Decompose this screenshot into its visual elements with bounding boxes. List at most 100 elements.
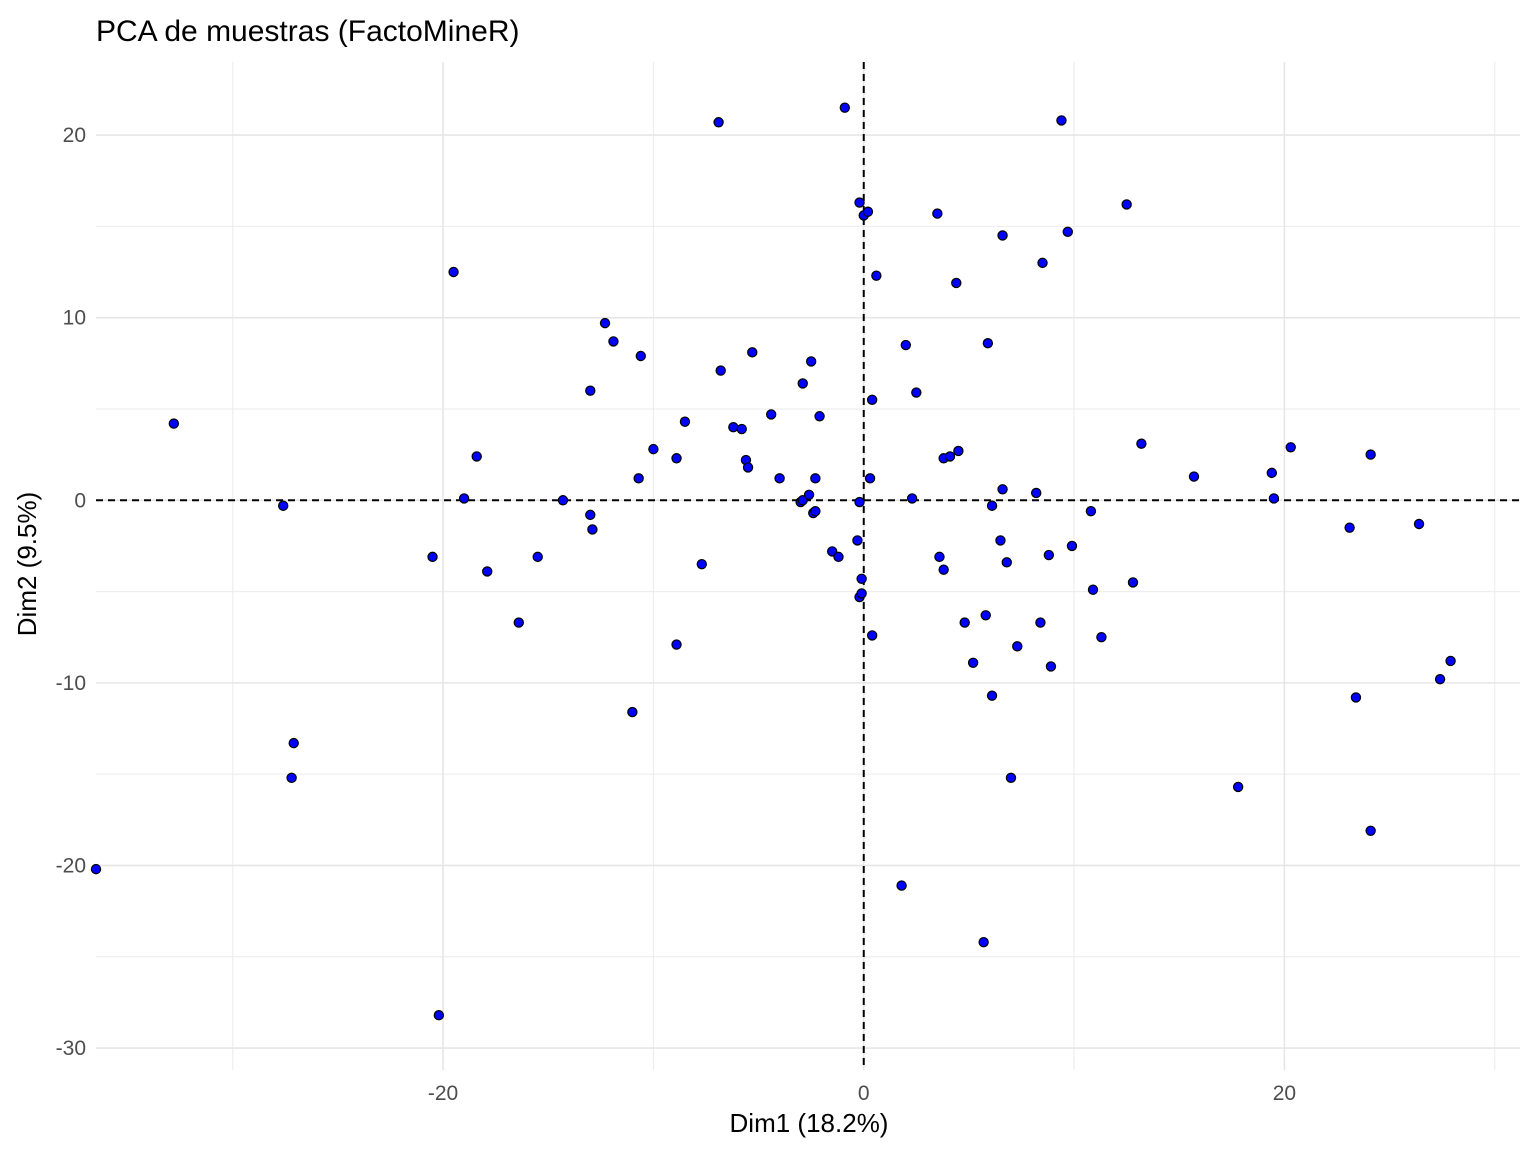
data-point xyxy=(856,588,867,599)
data-point xyxy=(458,493,470,504)
data-point xyxy=(1127,577,1139,588)
data-point xyxy=(797,378,808,389)
data-point xyxy=(986,500,998,511)
data-point xyxy=(934,551,945,563)
y-tick-label: 20 xyxy=(63,124,86,147)
minor-grid xyxy=(96,62,1520,1070)
data-point xyxy=(1413,518,1425,530)
x-tick-label: 20 xyxy=(1273,1082,1296,1105)
data-point xyxy=(1434,674,1446,685)
data-point xyxy=(1188,471,1200,482)
data-point xyxy=(852,535,863,546)
data-point xyxy=(854,197,865,208)
y-tick-label: -10 xyxy=(56,672,86,695)
data-point xyxy=(986,690,998,701)
major-grid xyxy=(96,62,1520,1070)
data-point xyxy=(627,706,638,718)
y-tick-label: 10 xyxy=(63,307,86,330)
data-point xyxy=(633,473,644,484)
data-point xyxy=(1085,506,1097,517)
data-point xyxy=(448,266,459,278)
data-point xyxy=(871,270,882,281)
data-point xyxy=(278,500,289,511)
data-point xyxy=(90,863,102,875)
data-point xyxy=(982,338,994,349)
data-point xyxy=(1445,655,1456,667)
data-point xyxy=(168,418,180,429)
data-point xyxy=(1087,584,1099,595)
x-tick-label: 0 xyxy=(858,1082,870,1105)
y-tick-label: -20 xyxy=(56,854,86,877)
chart-title: PCA de muestras (FactoMineR) xyxy=(96,15,519,48)
data-point xyxy=(856,573,867,584)
data-point xyxy=(1232,781,1244,793)
data-point xyxy=(774,473,785,484)
data-point xyxy=(944,451,956,462)
data-point xyxy=(951,277,962,289)
data-point xyxy=(1001,557,1012,568)
reference-lines xyxy=(96,62,1520,1070)
data-point xyxy=(557,495,569,506)
data-point xyxy=(1031,487,1042,499)
data-point xyxy=(1037,257,1048,269)
data-point xyxy=(532,551,543,563)
data-point xyxy=(1285,442,1296,453)
data-point xyxy=(959,617,970,628)
data-point xyxy=(1043,549,1055,561)
data-point xyxy=(995,535,1006,546)
data-point xyxy=(906,493,918,504)
y-axis-label: Dim2 (9.5%) xyxy=(12,492,42,636)
scatter-points xyxy=(90,102,1456,1021)
data-point xyxy=(938,564,949,575)
data-point xyxy=(803,489,815,500)
data-point xyxy=(1012,641,1023,652)
data-point xyxy=(585,385,596,396)
data-point xyxy=(696,558,707,570)
data-point xyxy=(810,506,821,517)
data-point xyxy=(997,230,1008,241)
data-point xyxy=(866,394,878,406)
data-point xyxy=(671,453,682,464)
data-point xyxy=(1136,438,1147,449)
data-point xyxy=(1005,772,1017,784)
data-point xyxy=(980,610,991,621)
data-point xyxy=(866,630,878,641)
x-axis-label: Dim1 (18.2%) xyxy=(730,1108,889,1138)
data-point xyxy=(978,936,989,948)
data-point xyxy=(932,208,943,219)
data-point xyxy=(900,339,912,351)
data-point xyxy=(728,422,739,433)
data-point xyxy=(1365,825,1376,836)
data-point xyxy=(648,443,659,455)
data-point xyxy=(1350,692,1362,703)
data-point xyxy=(1268,493,1280,504)
data-point xyxy=(805,356,817,367)
data-point xyxy=(833,551,844,563)
data-point xyxy=(1365,449,1376,460)
data-point xyxy=(896,880,907,891)
y-axis-ticks: -30 -20 -10 0 10 20 xyxy=(56,124,86,1060)
data-point xyxy=(747,347,758,358)
y-tick-label: 0 xyxy=(74,489,86,512)
x-axis-ticks: -20 0 20 xyxy=(428,1082,1296,1105)
data-point xyxy=(1056,115,1067,126)
data-point xyxy=(765,409,777,420)
data-point xyxy=(814,411,825,422)
data-point xyxy=(1344,522,1355,533)
data-point xyxy=(1045,661,1057,672)
data-point xyxy=(911,387,922,398)
data-point xyxy=(513,617,524,628)
data-point xyxy=(953,445,964,457)
data-point xyxy=(671,639,682,650)
data-point xyxy=(679,416,691,427)
data-point xyxy=(1062,226,1073,238)
data-point xyxy=(1035,617,1046,628)
data-point xyxy=(286,772,297,784)
data-point xyxy=(585,509,596,521)
data-point xyxy=(742,462,754,473)
data-point xyxy=(862,206,874,217)
data-point xyxy=(587,524,598,535)
data-point xyxy=(854,496,865,508)
